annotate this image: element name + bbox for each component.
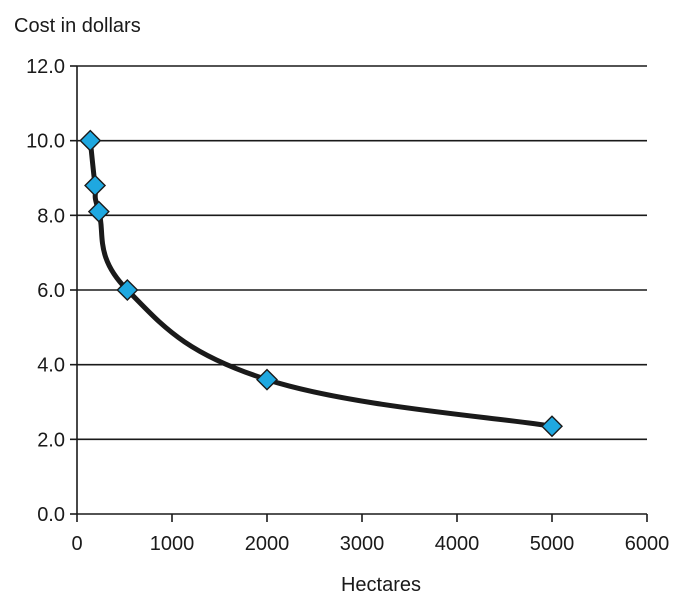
y-tick-label: 2.0 [37,429,65,451]
x-tick-label: 4000 [435,533,480,555]
y-tick-label: 6.0 [37,280,65,302]
data-point-marker [541,415,563,438]
y-tick-label: 8.0 [37,205,65,227]
data-point-marker [256,368,278,391]
x-tick-label: 2000 [245,533,290,555]
y-tick-label: 0.0 [37,504,65,526]
x-tick-label: 6000 [625,533,670,555]
y-axis-title: Cost in dollars [14,15,141,37]
series-line [87,138,555,429]
data-point-marker [87,200,110,223]
y-tick-label: 10.0 [26,131,65,153]
x-tick-label: 5000 [530,533,575,555]
axes: 0.0 2.0 4.0 6.0 8.0 10.0 12.0 0 1000 2000 3000 4000… [26,56,669,555]
data-point-marker [116,279,139,301]
gridlines [77,65,647,441]
y-tick-label: 4.0 [37,355,65,377]
data-point-marker [79,129,102,152]
x-tick-label: 3000 [340,533,385,555]
x-axis-title: Hectares [341,574,421,596]
x-tick-label: 0 [71,533,82,555]
y-tick-label: 12.0 [26,56,65,78]
x-tick-label: 1000 [150,533,195,555]
series [79,129,563,438]
data-point-marker [84,174,107,197]
